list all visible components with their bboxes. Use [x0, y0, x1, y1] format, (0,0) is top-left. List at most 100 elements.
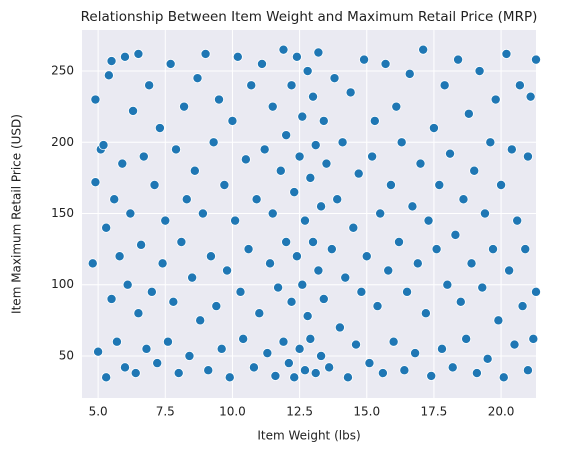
data-point [259, 144, 270, 155]
y-tick-label: 200 [51, 135, 74, 149]
data-point [525, 91, 536, 102]
data-point [278, 336, 289, 347]
data-point [313, 265, 324, 276]
data-point [342, 372, 353, 383]
data-point [101, 222, 112, 233]
data-point [380, 58, 391, 69]
data-point [114, 251, 125, 262]
data-point [506, 144, 517, 155]
x-tick-label: 15.0 [353, 405, 380, 419]
data-point [133, 308, 144, 319]
data-point [136, 239, 147, 250]
data-point [488, 244, 499, 255]
data-point [477, 282, 488, 293]
data-point [238, 333, 249, 344]
data-point [501, 48, 512, 59]
data-point [171, 144, 182, 155]
data-point [321, 158, 332, 169]
data-point [361, 251, 372, 262]
data-point [455, 296, 466, 307]
data-point [265, 258, 276, 269]
data-point [254, 308, 265, 319]
data-point [294, 151, 305, 162]
data-point [531, 54, 542, 65]
data-point [418, 44, 429, 55]
data-point [445, 148, 456, 159]
data-point [90, 177, 101, 188]
data-point [154, 123, 165, 134]
data-point [375, 208, 386, 219]
data-point [133, 48, 144, 59]
data-point [493, 315, 504, 326]
data-point [248, 362, 259, 373]
data-point [299, 365, 310, 376]
data-point [106, 293, 117, 304]
data-point [211, 301, 222, 312]
data-point [305, 333, 316, 344]
data-point [447, 362, 458, 373]
data-point [504, 265, 515, 276]
data-point [111, 336, 122, 347]
data-point [313, 47, 324, 58]
data-point [181, 194, 192, 205]
data-point [119, 362, 130, 373]
data-point [485, 137, 496, 148]
data-point [144, 80, 155, 91]
data-point [246, 80, 257, 91]
data-point [138, 151, 149, 162]
data-point [203, 365, 214, 376]
data-point [410, 348, 421, 359]
data-point [383, 265, 394, 276]
data-point [420, 308, 431, 319]
data-point [305, 172, 316, 183]
y-axis-label: Item Maximum Retail Price (USD) [10, 114, 24, 314]
data-point [509, 339, 520, 350]
data-point [479, 208, 490, 219]
data-point [109, 194, 120, 205]
data-point [531, 286, 542, 297]
data-point [318, 293, 329, 304]
chart-title: Relationship Between Item Weight and Max… [81, 9, 538, 25]
data-point [316, 350, 327, 361]
data-point [219, 180, 230, 191]
data-point [98, 140, 109, 151]
data-point [184, 350, 195, 361]
data-point [412, 258, 423, 269]
data-point [101, 372, 112, 383]
data-point [364, 358, 375, 369]
data-point [329, 73, 340, 84]
data-point [517, 301, 528, 312]
data-point [141, 343, 152, 354]
data-point [149, 180, 160, 191]
data-point [195, 315, 206, 326]
data-point [93, 346, 104, 357]
data-point [308, 91, 319, 102]
data-point [87, 258, 98, 269]
x-axis-label: Item Weight (lbs) [257, 429, 360, 443]
data-point [262, 348, 273, 359]
data-point [294, 343, 305, 354]
data-point [308, 236, 319, 247]
data-point [310, 140, 321, 151]
data-point [353, 168, 364, 179]
data-point [273, 282, 284, 293]
data-point [128, 105, 139, 116]
data-point [281, 130, 292, 141]
data-point [442, 279, 453, 290]
data-point [179, 101, 190, 112]
data-point [469, 165, 480, 176]
data-point [391, 101, 402, 112]
data-point [267, 208, 278, 219]
data-point [482, 353, 493, 364]
data-point [291, 251, 302, 262]
data-point [125, 208, 136, 219]
data-point [407, 201, 418, 212]
data-point [299, 215, 310, 226]
data-point [522, 151, 533, 162]
data-point [450, 229, 461, 240]
x-tick-label: 12.5 [286, 405, 313, 419]
data-point [286, 80, 297, 91]
data-point [415, 158, 426, 169]
data-point [232, 51, 243, 62]
